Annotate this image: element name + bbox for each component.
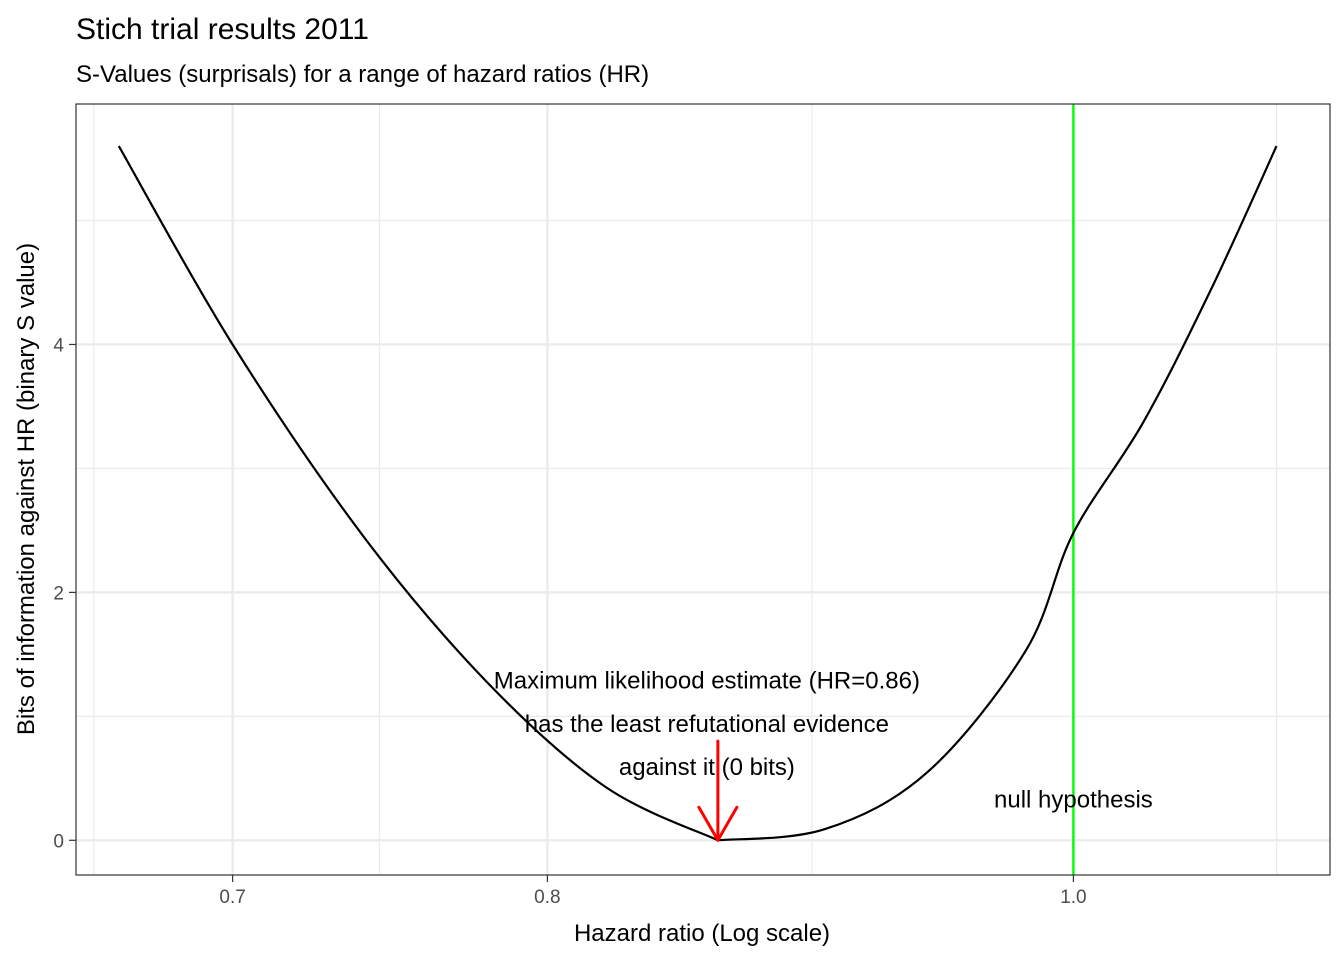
x-tick-label: 0.7	[219, 887, 245, 908]
y-tick-label: 4	[53, 335, 64, 356]
axis-ticks: 0.7 0.8 1.0 0 2 4	[53, 335, 1086, 908]
annotation-text: null hypothesis	[994, 786, 1153, 813]
annotation-text: has the least refutational evidence	[525, 711, 889, 738]
mle-arrow-head	[697, 805, 739, 842]
chart-title: Stich trial results 2011	[76, 13, 369, 46]
series	[117, 104, 1278, 875]
x-axis-title: Hazard ratio (Log scale)	[574, 920, 830, 947]
y-tick-label: 0	[53, 831, 64, 852]
y-tick-label: 2	[53, 583, 64, 604]
annotations: Maximum likelihood estimate (HR=0.86) has…	[494, 667, 1153, 842]
annotation-text: Maximum likelihood estimate (HR=0.86)	[494, 667, 920, 694]
y-axis-title: Bits of information against HR (binary S…	[13, 243, 40, 735]
annotation-text: against it (0 bits)	[619, 754, 795, 781]
x-tick-label: 1.0	[1060, 887, 1086, 908]
x-tick-label: 0.8	[534, 887, 560, 908]
panel-border	[75, 103, 1331, 876]
s-value-curve	[117, 145, 1278, 842]
chart-subtitle: S-Values (surprisals) for a range of haz…	[76, 61, 649, 88]
